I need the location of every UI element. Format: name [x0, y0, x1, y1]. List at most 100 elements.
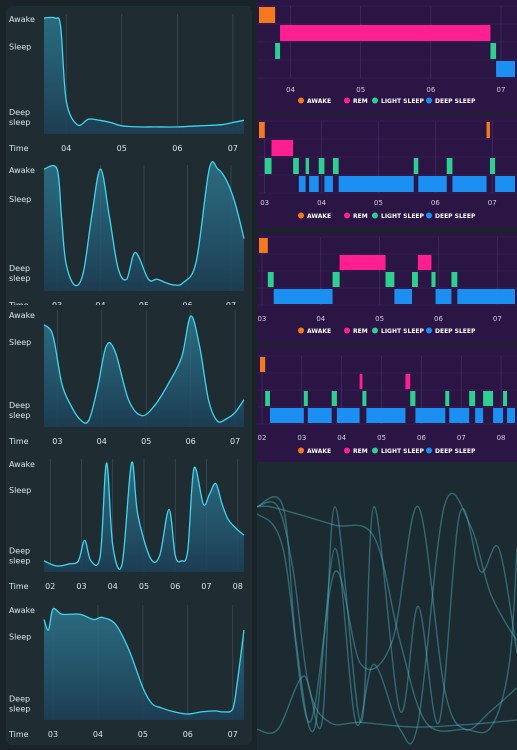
y-category-label: sleep	[9, 274, 30, 283]
overlay-curve-1	[257, 501, 517, 728]
stage-segment-rem	[280, 25, 491, 41]
x-tick-label: 04	[95, 301, 105, 305]
stage-segment-light-sleep	[445, 391, 450, 406]
x-tick-label: 07	[457, 434, 466, 442]
x-tick-label: 05	[139, 582, 149, 591]
x-tick-label: 06	[426, 86, 435, 94]
legend-swatch	[372, 327, 378, 334]
legend-label: DEEP SLEEP	[435, 98, 476, 105]
stage-segment-deep-sleep	[269, 408, 304, 423]
stage-segment-light-sleep	[305, 158, 310, 174]
stage-segment-deep-sleep	[415, 408, 446, 423]
stage-segment-awake	[486, 122, 490, 138]
x-tick-label: 06	[182, 301, 192, 305]
legend-swatch	[298, 447, 304, 454]
stage-segment-rem	[417, 255, 432, 270]
stage-segment-light-sleep	[431, 272, 436, 287]
x-tick-label: 02	[258, 434, 267, 442]
overlay-chart	[257, 492, 517, 745]
stage-segment-light-sleep	[489, 158, 496, 174]
sleep-curve-area	[44, 161, 244, 291]
x-tick-label: 04	[97, 437, 107, 446]
x-tick-label: 06	[170, 582, 180, 591]
sleep-curve-chart-5: Awake Sleep Deep sleep Time 03 04 05 06 07	[0, 597, 246, 745]
sleep-curve-line	[43, 161, 245, 287]
stage-segment-awake	[260, 357, 266, 372]
x-tick-label: 07	[493, 315, 502, 323]
stage-segment-deep-sleep	[394, 289, 413, 304]
legend-swatch	[426, 327, 432, 334]
hypnogram-background	[257, 0, 517, 113]
x-axis-label: Time	[8, 730, 29, 739]
sleep-curve-area	[44, 461, 244, 572]
stage-segment-deep-sleep	[338, 176, 414, 192]
stage-segment-deep-sleep	[418, 176, 447, 192]
y-category-label: Deep	[9, 108, 30, 117]
x-tick-label: 03	[297, 434, 306, 442]
stage-segment-deep-sleep	[496, 61, 515, 77]
stage-segment-light-sleep	[503, 391, 508, 406]
x-tick-label: 06	[186, 437, 196, 446]
x-axis-label: Time	[8, 301, 29, 305]
stage-segment-light-sleep	[412, 272, 418, 287]
x-tick-label: 02	[45, 582, 55, 591]
hypnogram-background	[257, 346, 517, 462]
y-category-label: sleep	[9, 118, 30, 127]
legend-swatch	[298, 97, 304, 104]
stage-segment-rem	[405, 374, 411, 389]
stage-segment-deep-sleep	[366, 408, 406, 423]
x-tick-label: 07	[226, 301, 236, 305]
sleep-curve-line	[43, 315, 245, 424]
stage-segment-rem	[339, 255, 386, 270]
legend-swatch	[298, 327, 304, 334]
x-tick-label: 05	[141, 437, 151, 446]
overlay-curve-5	[257, 505, 517, 734]
y-category-label: Deep	[9, 401, 30, 410]
x-tick-label: 04	[316, 315, 325, 323]
hypnogram-chart-2: 03 04 05 06 07 AWAKE REM LIGHT SLEEP DEEP SLEEP	[257, 115, 517, 228]
x-tick-label: 04	[108, 582, 118, 591]
stage-segment-light-sleep	[303, 391, 308, 406]
stage-segment-awake	[259, 7, 276, 23]
legend-label: AWAKE	[307, 98, 331, 105]
stage-segment-deep-sleep	[307, 408, 332, 423]
stage-segment-deep-sleep	[324, 176, 333, 192]
x-tick-label: 05	[377, 434, 386, 442]
stage-segment-deep-sleep	[493, 408, 504, 423]
x-tick-label: 07	[488, 199, 497, 207]
legend-swatch	[344, 97, 350, 104]
x-tick-label: 04	[317, 199, 326, 207]
stage-segment-deep-sleep	[475, 408, 484, 423]
y-category-label: Awake	[9, 311, 35, 320]
stage-segment-light-sleep	[446, 158, 453, 174]
x-tick-label: 04	[286, 86, 295, 94]
stage-segment-light-sleep	[483, 391, 494, 406]
legend-swatch	[344, 212, 350, 219]
stage-segment-light-sleep	[469, 391, 476, 406]
x-tick-label: 07	[201, 582, 211, 591]
stage-segment-deep-sleep	[309, 176, 319, 192]
stage-segment-light-sleep	[293, 158, 299, 174]
x-tick-label: 06	[431, 199, 440, 207]
y-category-label: Deep	[9, 547, 30, 556]
x-tick-label: 03	[76, 582, 86, 591]
legend-label: LIGHT SLEEP	[381, 448, 425, 455]
y-category-label: Sleep	[9, 632, 31, 641]
x-tick-label: 05	[356, 86, 365, 94]
y-category-label: Sleep	[9, 486, 31, 495]
stage-segment-light-sleep	[264, 158, 272, 174]
stage-segment-deep-sleep	[435, 289, 452, 304]
x-tick-label: 05	[375, 315, 384, 323]
legend-swatch	[426, 447, 432, 454]
y-category-label: Deep	[9, 694, 30, 703]
stage-segment-deep-sleep	[449, 408, 470, 423]
x-tick-label: 04	[337, 434, 346, 442]
x-tick-label: 07	[230, 437, 240, 446]
y-category-label: Awake	[9, 166, 35, 175]
x-axis-label: Time	[8, 437, 29, 446]
sleep-curve-chart-4: Awake Sleep Deep sleep Time 02 03 04 05 06 07 08	[0, 451, 246, 595]
